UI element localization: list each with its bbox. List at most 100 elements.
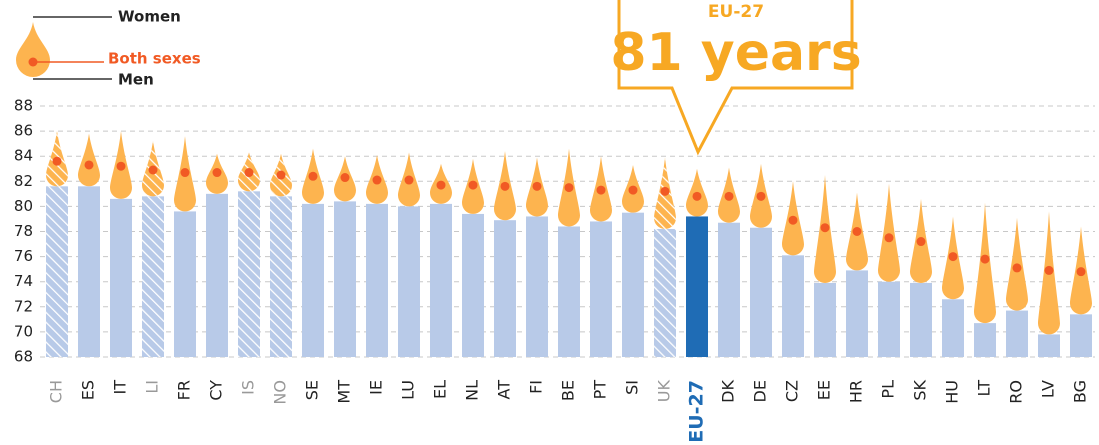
bar <box>206 193 228 357</box>
bar-hatch <box>270 196 292 357</box>
callout-text: 81 years <box>610 23 861 83</box>
bar <box>1006 310 1028 357</box>
dot <box>244 168 254 178</box>
y-tick-label: 86 <box>14 122 33 140</box>
bar <box>430 203 452 357</box>
dot <box>372 175 382 185</box>
bar <box>1038 334 1060 357</box>
x-tick-label: CH <box>47 380 66 403</box>
x-tick-label: IE <box>367 380 386 395</box>
x-tick-label: HR <box>847 380 866 403</box>
dot <box>52 156 62 166</box>
y-tick-label: 72 <box>14 297 33 315</box>
y-tick-label: 80 <box>14 197 33 215</box>
x-tick-label: AT <box>495 380 514 400</box>
bar <box>686 216 708 357</box>
bar <box>942 299 964 357</box>
legend-drop <box>16 22 50 77</box>
callout-box <box>617 0 854 156</box>
bar-hatch <box>654 228 676 357</box>
x-tick-label: FR <box>175 380 194 400</box>
bar-hatch <box>142 196 164 357</box>
bar <box>718 222 740 357</box>
x-tick-label: DE <box>751 380 770 402</box>
legend-label: Women <box>118 8 181 26</box>
x-tick-label: CY <box>207 380 226 401</box>
dot <box>212 168 222 178</box>
bar <box>622 212 644 357</box>
dot <box>1012 263 1022 273</box>
x-tick-label: MT <box>335 380 354 404</box>
dot <box>1076 267 1086 277</box>
bar <box>1070 314 1092 357</box>
x-tick-label: LV <box>1039 380 1058 398</box>
x-tick-label: RO <box>1007 380 1026 404</box>
drop <box>878 183 900 282</box>
dot <box>596 185 606 195</box>
bar <box>334 201 356 357</box>
x-tick-label: BG <box>1071 380 1090 403</box>
bar-hatch <box>46 186 68 357</box>
bar <box>110 198 132 357</box>
x-tick-label: PT <box>591 380 610 400</box>
dot <box>692 191 702 201</box>
x-tick-label: BE <box>559 380 578 401</box>
bar <box>398 206 420 357</box>
x-tick-label: CZ <box>783 380 802 402</box>
callout-label: EU-27 <box>708 2 764 22</box>
bar <box>910 282 932 357</box>
dot <box>884 233 894 243</box>
y-tick-label: 82 <box>14 172 33 190</box>
dot <box>404 175 414 185</box>
y-tick-label: 88 <box>14 97 33 115</box>
bar <box>302 203 324 357</box>
callout: EU-27 81 years <box>610 0 862 156</box>
dot <box>436 180 446 190</box>
dot <box>852 227 862 236</box>
x-tick-label: NL <box>463 380 482 401</box>
dot <box>980 254 990 264</box>
bar <box>750 227 772 357</box>
legend-label: Men <box>118 71 154 89</box>
y-tick-label: 76 <box>14 247 33 265</box>
dot <box>820 223 830 233</box>
bar <box>174 211 196 357</box>
bar <box>814 282 836 357</box>
legend-label: Both sexes <box>108 50 201 68</box>
x-tick-label: ES <box>79 380 98 400</box>
dot <box>724 191 734 201</box>
x-tick-label: LT <box>975 380 994 397</box>
x-tick-label: SI <box>623 380 642 395</box>
bar <box>974 323 996 357</box>
dot <box>180 168 190 178</box>
x-tick-label: UK <box>655 379 674 402</box>
x-tick-label: LU <box>399 380 418 400</box>
bar-hatch <box>238 191 260 357</box>
x-tick-label: IS <box>239 380 258 395</box>
dot <box>916 237 926 247</box>
y-tick-label: 84 <box>14 147 33 165</box>
dot <box>532 181 542 191</box>
dot <box>116 161 126 171</box>
bar <box>78 186 100 357</box>
x-tick-label: IT <box>111 380 130 395</box>
dot <box>628 185 638 195</box>
dot <box>1044 265 1054 275</box>
bar <box>846 270 868 357</box>
dot <box>756 191 766 201</box>
x-tick-label: LI <box>143 380 162 394</box>
x-tick-label: EE <box>815 380 834 400</box>
bar <box>526 216 548 357</box>
dot <box>948 252 958 262</box>
y-tick-label: 68 <box>14 348 33 366</box>
dot <box>84 160 94 170</box>
dot <box>660 186 670 196</box>
x-tick-label: NO <box>271 380 290 405</box>
dot <box>340 173 350 183</box>
x-tick-label: HU <box>943 380 962 404</box>
dot <box>148 165 158 175</box>
y-tick-label: 74 <box>14 272 33 290</box>
dot <box>788 215 798 225</box>
